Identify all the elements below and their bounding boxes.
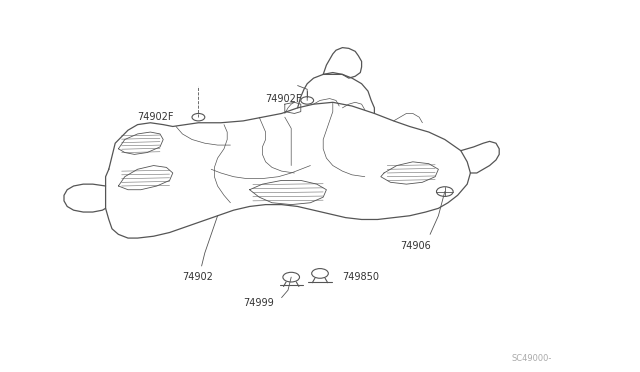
- Text: 74906: 74906: [400, 241, 431, 250]
- Text: 74902: 74902: [182, 272, 213, 282]
- Text: 749850: 749850: [342, 272, 380, 282]
- Text: 74902F: 74902F: [266, 94, 302, 103]
- Text: 74902F: 74902F: [138, 112, 174, 122]
- Text: 74999: 74999: [243, 298, 274, 308]
- Text: SC49000-: SC49000-: [512, 354, 552, 363]
